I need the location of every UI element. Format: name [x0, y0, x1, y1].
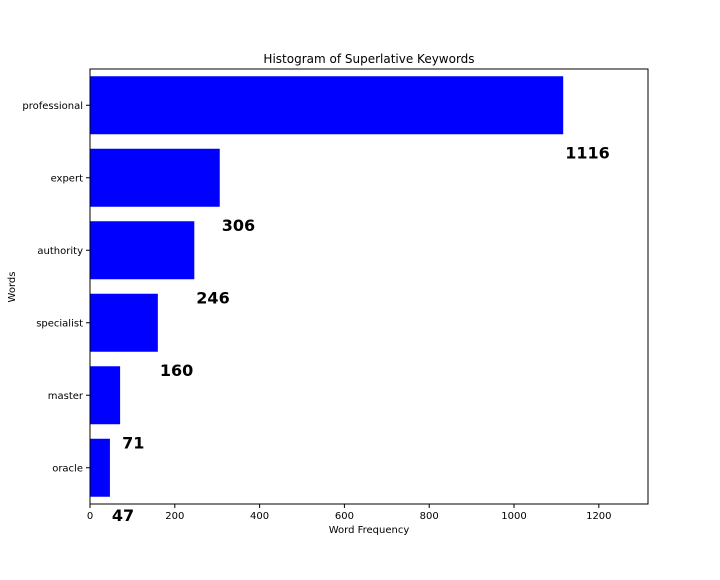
y-tick-label: authority: [37, 246, 83, 257]
bar-specialist: [90, 293, 158, 352]
y-tick-label: oracle: [52, 463, 83, 474]
y-tick-label: specialist: [36, 318, 83, 329]
bar-oracle: [90, 438, 110, 497]
value-label: 160: [160, 361, 193, 380]
x-tick-label: 200: [165, 511, 184, 522]
bar-expert: [90, 148, 220, 207]
bar-professional: [90, 76, 564, 135]
x-axis-label: Word Frequency: [329, 525, 410, 536]
x-tick-label: 1000: [501, 511, 526, 522]
bar-master: [90, 366, 121, 425]
y-tick-label: expert: [51, 173, 84, 184]
value-label: 246: [196, 288, 229, 307]
x-tick-label: 800: [420, 511, 439, 522]
x-tick-label: 1200: [586, 511, 611, 522]
x-tick-label: 400: [250, 511, 269, 522]
value-label: 306: [222, 216, 255, 235]
value-label: 1116: [565, 143, 610, 162]
y-tick-label: master: [48, 391, 84, 402]
x-tick-label: 600: [335, 511, 354, 522]
y-axis-label: Words: [7, 272, 18, 303]
bar-authority: [90, 221, 195, 280]
plot-area: professional 1116 expert 306 authority 246 spe…: [22, 68, 649, 525]
chart-title: Histogram of Superlative Keywords: [263, 52, 474, 66]
x-tick-label: 0: [87, 511, 93, 522]
y-tick-label: professional: [22, 101, 83, 112]
value-label: 47: [112, 506, 134, 525]
plot-frame: [89, 68, 649, 505]
value-label: 71: [122, 433, 144, 452]
